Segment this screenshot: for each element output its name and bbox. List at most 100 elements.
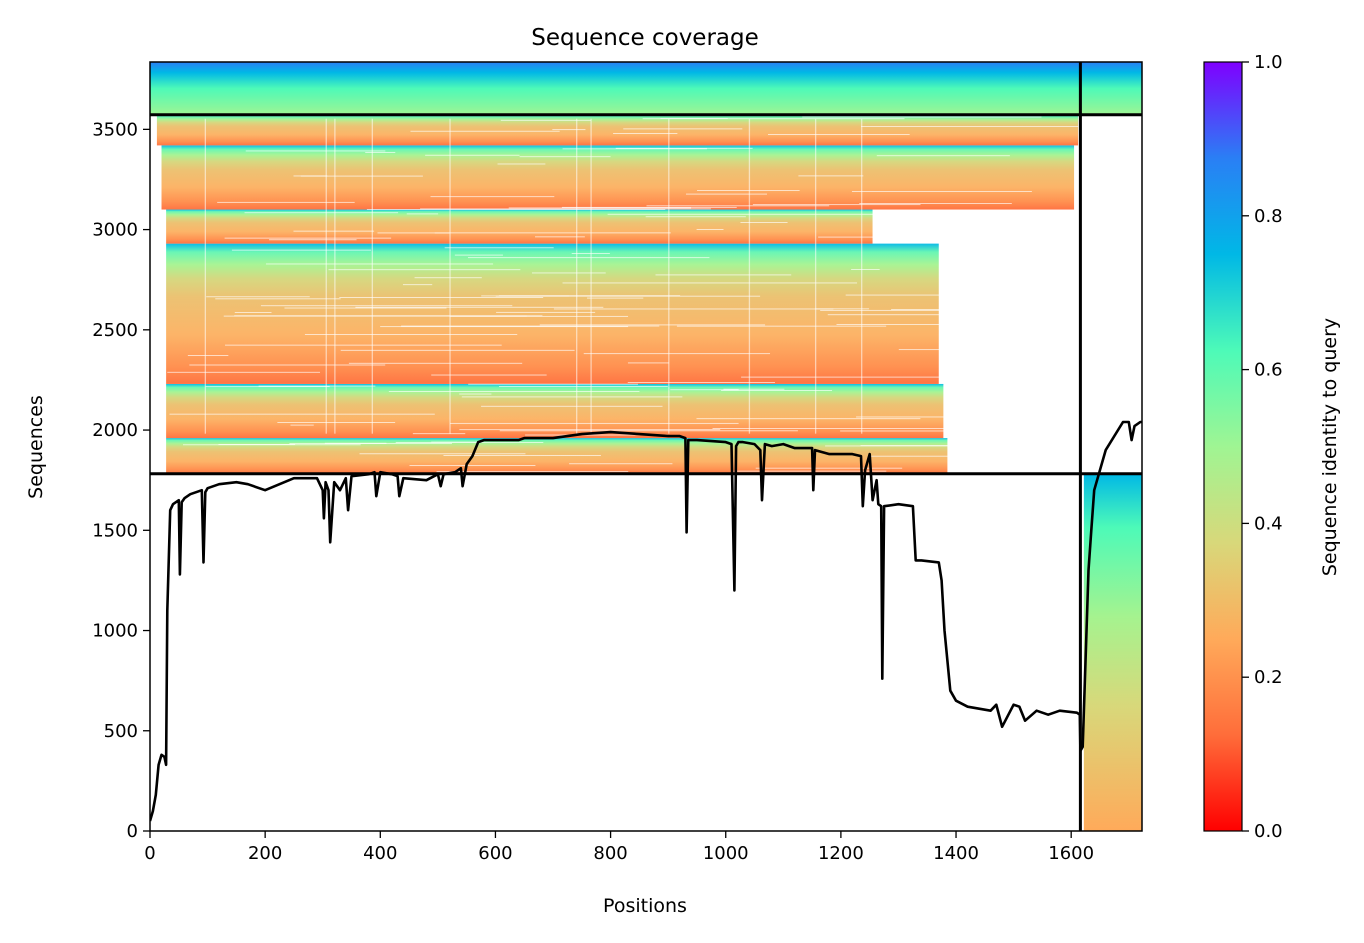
heatmap-gap	[225, 344, 502, 346]
heatmap-gap	[561, 206, 737, 208]
heatmap-gap	[167, 371, 321, 373]
heatmap-gap	[265, 263, 494, 265]
heatmap-block-chain-a	[166, 243, 939, 384]
heatmap-gap	[820, 309, 1013, 311]
heatmap-gap	[377, 232, 450, 234]
heatmap-gap	[450, 422, 739, 424]
heatmap-gap	[815, 308, 870, 310]
heatmap-gap	[696, 418, 921, 420]
colorbar-tick-label: 1.0	[1254, 52, 1283, 73]
heatmap-gap	[459, 429, 721, 431]
x-tick-label: 800	[593, 843, 627, 864]
heatmap-gap	[851, 269, 880, 270]
heatmap-gap	[627, 382, 775, 383]
heatmap-gap	[215, 298, 341, 300]
heatmap-gap	[355, 306, 604, 308]
coverage-line-layer	[150, 420, 1142, 822]
heatmap-gap	[870, 455, 1142, 457]
heatmap-gap	[553, 308, 834, 310]
heatmap-gap	[431, 374, 547, 376]
heatmap-gap	[721, 390, 833, 391]
heatmap-gap	[304, 334, 518, 335]
heatmap-gap	[525, 434, 668, 436]
heatmap-gap	[218, 444, 296, 445]
heatmap-gap	[562, 282, 858, 284]
coverage-line	[150, 420, 1142, 822]
heatmap-gap	[723, 388, 785, 390]
heatmap-gap	[498, 386, 668, 387]
heatmap-gap	[410, 130, 560, 132]
heatmap-gap	[444, 247, 554, 249]
y-tick-label: 3000	[92, 220, 138, 241]
heatmap-gap	[388, 391, 640, 392]
heatmap-gap	[258, 385, 376, 387]
x-tick-label: 1000	[703, 843, 749, 864]
heatmap-gap	[818, 236, 908, 238]
heatmap-gap	[328, 269, 521, 271]
heatmap-gap	[836, 323, 1024, 325]
heatmap-gap	[461, 396, 683, 398]
heatmap-gap	[740, 222, 788, 223]
heatmap-gap	[277, 422, 396, 423]
heatmap-gap	[898, 349, 1142, 351]
x-tick-label: 0	[144, 843, 155, 864]
y-tick-label: 0	[127, 821, 138, 842]
heatmap-gap	[402, 284, 433, 286]
heatmap-gap	[496, 311, 596, 313]
heatmap-gap	[443, 455, 601, 456]
heatmap-gap	[269, 239, 357, 241]
heatmap-gap-column	[576, 118, 578, 434]
heatmap-gap	[234, 312, 272, 313]
heatmap-gap	[670, 389, 739, 391]
heatmap-gap	[495, 295, 761, 297]
heatmap-gap	[187, 355, 229, 356]
heatmap-gap	[497, 163, 546, 165]
heatmap-gap	[562, 148, 707, 150]
colorbar-axis: 0.0 0.2 0.4 0.6 0.8 1.0	[1242, 52, 1283, 842]
heatmap-gap	[290, 424, 314, 426]
heatmap-gap-column	[748, 118, 751, 434]
y-axis-label: Sequences	[25, 395, 47, 499]
y-axis: 0 500 1000 1500 2000 2500 3000 3500	[92, 119, 150, 842]
heatmap-gap	[414, 277, 482, 279]
heatmap-gap	[500, 119, 591, 121]
x-axis: 0 200 400 600 800 1000 1200 1400 1600	[144, 831, 1094, 864]
heatmap-gap	[733, 470, 887, 472]
heatmap-gap	[519, 156, 611, 158]
heatmap-gap	[365, 151, 396, 153]
heatmap-gap	[169, 413, 435, 415]
heatmap-gap	[293, 230, 375, 232]
heatmap-gap	[245, 150, 386, 152]
heatmap-gap	[420, 208, 711, 210]
heatmap-block-paired	[150, 62, 1142, 115]
heatmap-gap	[840, 430, 1054, 432]
heatmap-gap	[886, 233, 1142, 234]
colorbar-tick-label: 0.8	[1254, 206, 1283, 227]
heatmap-gap-column	[334, 118, 336, 434]
heatmap-gap	[583, 353, 771, 355]
heatmap-gap	[244, 212, 399, 214]
heatmap-block-chain-a	[156, 114, 1079, 146]
heatmap-gap	[712, 428, 981, 429]
heatmap-gap-column	[449, 118, 451, 434]
separator-layer	[150, 62, 1142, 831]
y-tick-label: 2000	[92, 420, 138, 441]
heatmap-gap	[300, 175, 423, 177]
heatmap-gap	[467, 257, 710, 259]
heatmap-gap	[696, 229, 724, 230]
heatmap-gap	[339, 297, 544, 298]
y-tick-label: 2500	[92, 320, 138, 341]
heatmap-gap	[860, 126, 1132, 127]
colorbar-tick-label: 0.0	[1254, 821, 1283, 842]
heatmap-gap	[531, 272, 606, 274]
heatmap-gap	[366, 209, 666, 210]
coverage-heatmap	[150, 62, 1142, 831]
heatmap-gap	[697, 190, 800, 191]
heatmap-gap	[431, 441, 478, 443]
heatmap-block-chain-a	[161, 145, 1075, 210]
heatmap-gap	[860, 445, 953, 446]
x-tick-label: 1400	[933, 843, 979, 864]
heatmap-gap	[324, 442, 387, 444]
